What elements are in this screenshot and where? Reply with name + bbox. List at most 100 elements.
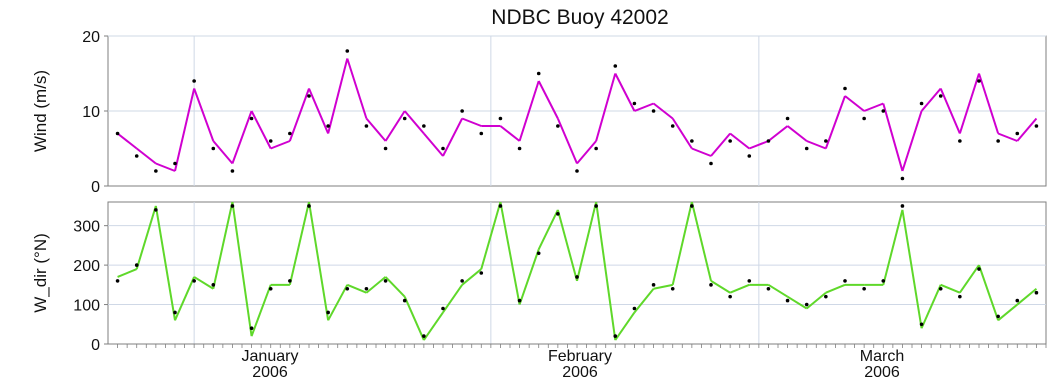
observation-point [345, 49, 350, 53]
series-segment [671, 117, 693, 150]
series-segment [308, 88, 330, 134]
y-tick-label: 100 [73, 298, 100, 315]
series-segment [997, 132, 1018, 142]
series-segment [384, 110, 406, 142]
wind-speed-panel: 0 10 20 Wind (m/s) [31, 29, 1047, 196]
series-segment [556, 209, 578, 282]
series-segment [116, 132, 138, 150]
observation-point [517, 146, 522, 151]
series-segment [882, 103, 904, 172]
series-segment [595, 201, 617, 341]
series-segment [614, 73, 636, 112]
observation-point [364, 286, 369, 291]
observation-point [230, 169, 235, 173]
x-tick-january: January [242, 348, 299, 365]
observation-point [632, 101, 637, 106]
series-segment [537, 209, 559, 250]
series-segment [920, 87, 942, 112]
observation-point [326, 310, 330, 315]
series-segment [537, 80, 559, 119]
observation-point [938, 286, 943, 291]
series-segment [690, 201, 712, 282]
chart-title: NDBC Buoy 42002 [491, 6, 668, 29]
series-segment [767, 125, 789, 142]
observation-point [154, 208, 158, 212]
observation-point [594, 146, 598, 151]
observation-point [1015, 298, 1020, 303]
observation-point [862, 286, 866, 291]
observation-point [575, 169, 579, 173]
series-segment [940, 283, 961, 294]
series-segment [729, 283, 750, 294]
observation-point [460, 109, 464, 113]
observation-point [862, 116, 866, 121]
observation-point [441, 306, 445, 311]
observation-point [938, 94, 943, 98]
series-segment [193, 88, 215, 142]
observation-point [556, 124, 560, 128]
series-segment [614, 311, 636, 341]
observation-point [824, 294, 828, 299]
series-segment [288, 88, 310, 142]
series-segment [499, 125, 521, 142]
observation-point [670, 124, 675, 128]
observation-point [115, 279, 120, 283]
series-segment [346, 283, 367, 294]
y-tick-label: 10 [82, 104, 100, 121]
observation-point [211, 146, 216, 151]
series-segment [403, 296, 425, 341]
observation-point [517, 298, 522, 303]
observation-point [249, 326, 254, 331]
y-tick-label: 0 [91, 337, 100, 354]
observation-point [268, 139, 273, 143]
y-tick-label: 300 [73, 219, 100, 236]
observation-point [958, 139, 962, 143]
observation-point [785, 298, 790, 303]
observation-point [115, 131, 120, 136]
series-segment [250, 110, 272, 149]
series-segment [499, 201, 521, 305]
observation-point [556, 212, 560, 216]
observation-point [651, 283, 656, 287]
observation-point [766, 286, 771, 291]
observation-point [192, 79, 196, 83]
series-segment [844, 95, 865, 112]
series-segment [633, 288, 655, 314]
observation-point [154, 169, 158, 173]
wind-gridlines [108, 35, 1046, 186]
observation-point [498, 116, 503, 121]
observation-point [919, 101, 924, 106]
series-segment [442, 118, 464, 157]
observation-point [479, 271, 484, 275]
observation-point [383, 146, 388, 151]
series-segment [423, 311, 444, 341]
series-segment [403, 110, 425, 135]
series-segment [174, 88, 196, 172]
observation-point [307, 204, 311, 208]
y-tick-label: 200 [73, 258, 100, 275]
observation-point [881, 109, 886, 113]
x-axis: January 2006 February 2006 March 2006 [108, 343, 1047, 381]
x-tick-march: March [860, 348, 904, 365]
wind-direction-panel: 0 100 200 300 W_dir (°N) [31, 201, 1047, 354]
observation-point [728, 294, 732, 299]
observation-point [134, 263, 139, 267]
observation-point [307, 94, 311, 98]
observation-point [364, 124, 369, 128]
observation-point [785, 116, 790, 121]
observation-point [958, 294, 962, 299]
observation-point [881, 279, 886, 283]
series-segment [691, 147, 712, 157]
wind-model-series [116, 58, 1038, 172]
series-segment [461, 117, 482, 127]
direction-y-axis: 0 100 200 300 [73, 219, 108, 354]
series-segment [327, 284, 349, 321]
observation-point [919, 322, 924, 327]
series-segment [959, 264, 980, 294]
series-segment [384, 276, 406, 298]
series-segment [920, 284, 942, 329]
observation-point [996, 139, 1000, 143]
observation-point [670, 286, 675, 291]
series-segment [135, 205, 157, 270]
observation-point [575, 275, 579, 279]
